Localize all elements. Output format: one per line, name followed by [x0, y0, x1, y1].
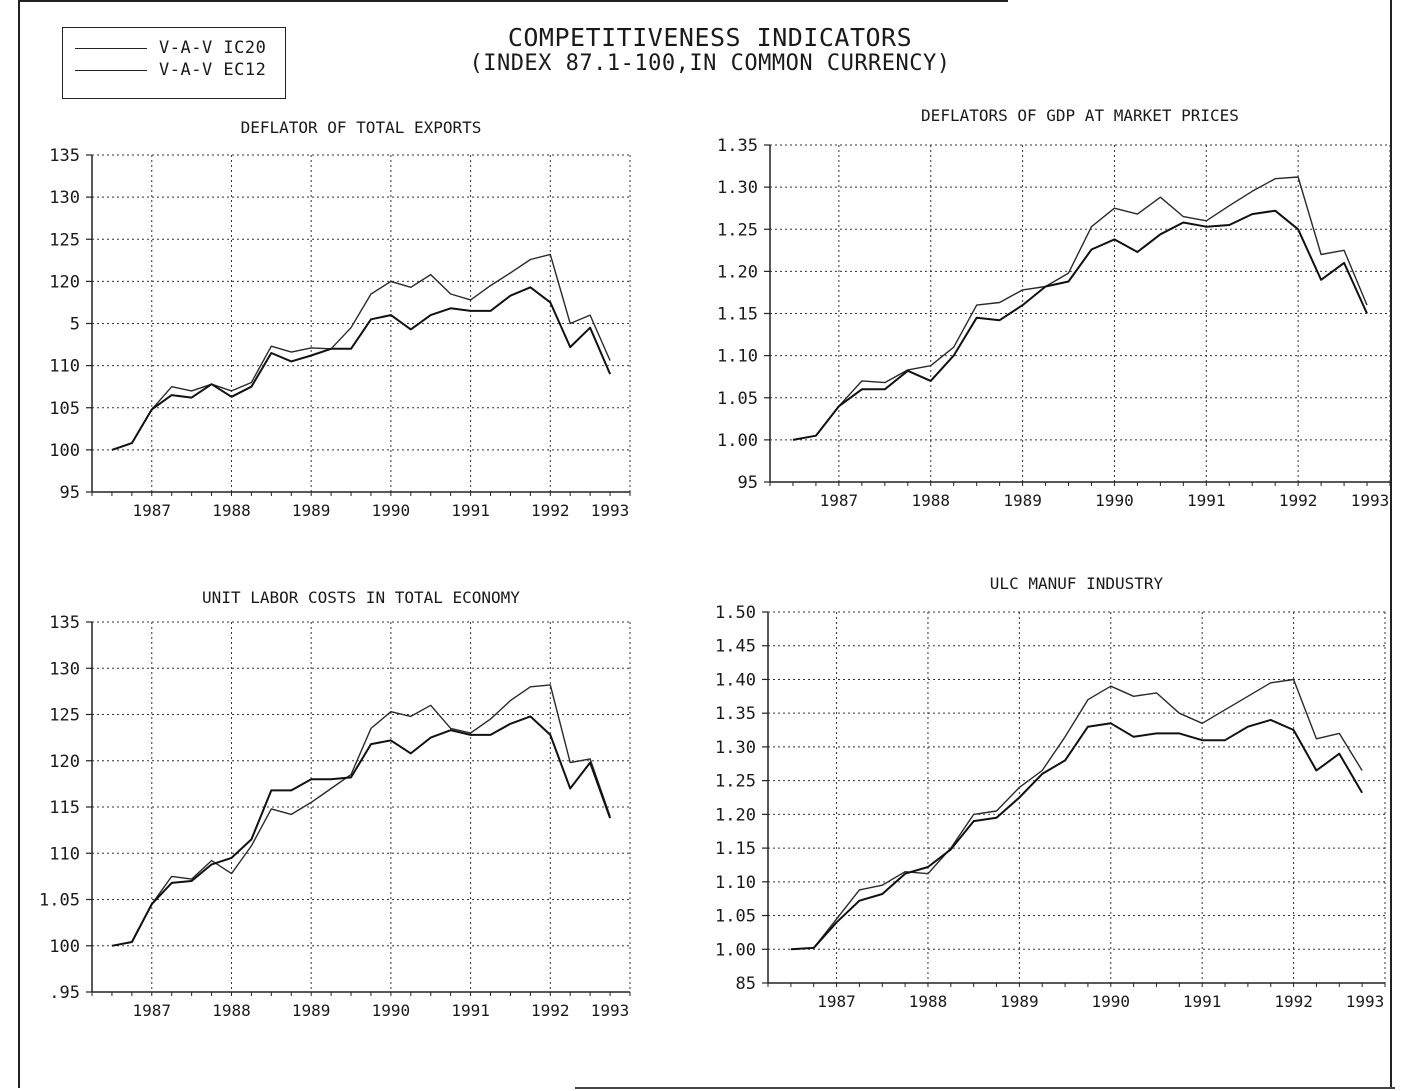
y-tick-label: 105: [49, 399, 80, 419]
y-tick-label: 1.25: [715, 772, 756, 792]
x-tick-label: 1992: [531, 1001, 570, 1020]
series-line-ic20: [790, 678, 1363, 950]
page-title: COMPETITIVENESS INDICATORS: [507, 23, 913, 52]
legend-line-ic20: [75, 47, 147, 49]
x-tick-label: 1991: [1187, 491, 1226, 510]
x-tick-label: 1992: [1274, 992, 1313, 1011]
y-tick-label: 5: [70, 315, 80, 335]
y-tick-label: 1.10: [717, 347, 758, 367]
x-tick-label: 1991: [451, 501, 490, 520]
chart-panel-2: DEFLATORS OF GDP AT MARKET PRICES 95 1.00 1…: [717, 106, 1391, 510]
y-tick-label: 1.30: [715, 738, 756, 758]
y-tick-label: 1.35: [717, 136, 758, 156]
y-tick-label: 95: [60, 483, 80, 503]
y-tick-label: 120: [49, 272, 80, 292]
y-tick-label: 115: [49, 798, 80, 818]
x-tick-label: 1989: [292, 1001, 331, 1020]
x-tick-label: 1989: [1000, 992, 1039, 1011]
x-tick-label: 1988: [212, 501, 251, 520]
y-tick-label: 135: [49, 613, 80, 633]
x-tick-label: 1990: [1092, 992, 1131, 1011]
chart-title: UNIT LABOR COSTS IN TOTAL ECONOMY: [202, 588, 520, 607]
x-tick-label: 1992: [1279, 491, 1318, 510]
x-tick-label: 1987: [817, 992, 856, 1011]
x-tick-label: 1990: [1095, 491, 1134, 510]
x-tick-label: 1993: [591, 1001, 630, 1020]
top-rule: [18, 0, 1008, 2]
y-tick-label: 135: [49, 146, 80, 166]
x-tick-label: 1993: [591, 501, 630, 520]
y-tick-label: 95: [738, 473, 758, 493]
x-tick-label: 1988: [212, 1001, 251, 1020]
legend-entry-ic20: V-A-V IC20: [75, 38, 266, 58]
y-tick-label: 1.35: [715, 704, 756, 724]
y-tick-label: 1.00: [717, 431, 758, 451]
x-tick-label: 1990: [372, 501, 411, 520]
y-tick-label: 1.45: [715, 637, 756, 657]
x-tick-label: 1993: [1346, 992, 1385, 1011]
y-tick-label: 125: [49, 230, 80, 250]
y-tick-label: 130: [49, 188, 80, 208]
x-tick-label: 1992: [531, 501, 570, 520]
legend: V-A-V IC20 V-A-V EC12: [62, 27, 286, 99]
x-tick-label: 1993: [1351, 491, 1390, 510]
x-tick-label: 1987: [133, 501, 172, 520]
chart-panel-1: DEFLATOR OF TOTAL EXPORTS 95 100 105 110 5 120…: [49, 118, 631, 520]
y-tick-label: 110: [49, 844, 80, 864]
x-tick-label: 1990: [372, 1001, 411, 1020]
legend-line-ec12: [75, 69, 147, 71]
legend-entry-ec12: V-A-V EC12: [75, 60, 266, 80]
page-frame: [18, 0, 1392, 1088]
legend-label-ic20: V-A-V IC20: [159, 38, 267, 58]
y-tick-label: 100: [49, 937, 80, 957]
y-tick-label: 85: [736, 974, 756, 994]
y-tick-label: 1.00: [715, 940, 756, 960]
chart-panel-3: UNIT LABOR COSTS IN TOTAL ECONOMY .95 100 1…: [39, 588, 631, 1020]
y-tick-label: 1.20: [717, 262, 758, 282]
y-tick-label: 1.30: [717, 178, 758, 198]
y-tick-label: 100: [49, 441, 80, 461]
y-tick-label: 125: [49, 706, 80, 726]
legend-label-ec12: V-A-V EC12: [159, 60, 267, 80]
y-tick-label: 1.50: [715, 603, 756, 623]
chart-title: DEFLATOR OF TOTAL EXPORTS: [241, 118, 482, 137]
y-tick-label: 1.40: [715, 670, 756, 690]
series-line-ec12: [111, 286, 612, 451]
series-line-ec12: [111, 715, 612, 947]
series-line-ic20: [111, 684, 611, 947]
page-subtitle: (INDEX 87.1-100,IN COMMON CURRENCY): [469, 51, 951, 76]
bottom-rule: [575, 1087, 1395, 1089]
x-tick-label: 1988: [909, 992, 948, 1011]
series-line-ec12: [792, 209, 1368, 441]
x-tick-label: 1991: [451, 1001, 490, 1020]
y-tick-label: 120: [49, 752, 80, 772]
chart-panel-4: ULC MANUF INDUSTRY 85 1.00 1.05 1.10 1.15 1.20…: [715, 574, 1386, 1011]
y-tick-label: 1.10: [715, 873, 756, 893]
y-tick-label: .95: [49, 983, 80, 1003]
series-line-ic20: [111, 253, 611, 451]
x-tick-label: 1991: [1183, 992, 1222, 1011]
y-tick-label: 1.15: [715, 839, 756, 859]
y-tick-label: 130: [49, 659, 80, 679]
y-tick-label: 110: [49, 357, 80, 377]
x-tick-label: 1989: [292, 501, 331, 520]
x-tick-label: 1987: [133, 1001, 172, 1020]
series-line-ec12: [790, 718, 1363, 951]
y-tick-label: 1.05: [39, 891, 80, 911]
series-line-ic20: [792, 176, 1368, 441]
chart-title: DEFLATORS OF GDP AT MARKET PRICES: [921, 106, 1239, 125]
y-tick-label: 1.25: [717, 220, 758, 240]
y-tick-label: 1.05: [717, 389, 758, 409]
y-tick-label: 1.15: [717, 305, 758, 325]
y-tick-label: 1.05: [715, 907, 756, 927]
chart-title: ULC MANUF INDUSTRY: [990, 574, 1164, 593]
x-tick-label: 1987: [820, 491, 859, 510]
x-tick-label: 1988: [911, 491, 950, 510]
x-tick-label: 1989: [1003, 491, 1042, 510]
y-tick-label: 1.20: [715, 805, 756, 825]
